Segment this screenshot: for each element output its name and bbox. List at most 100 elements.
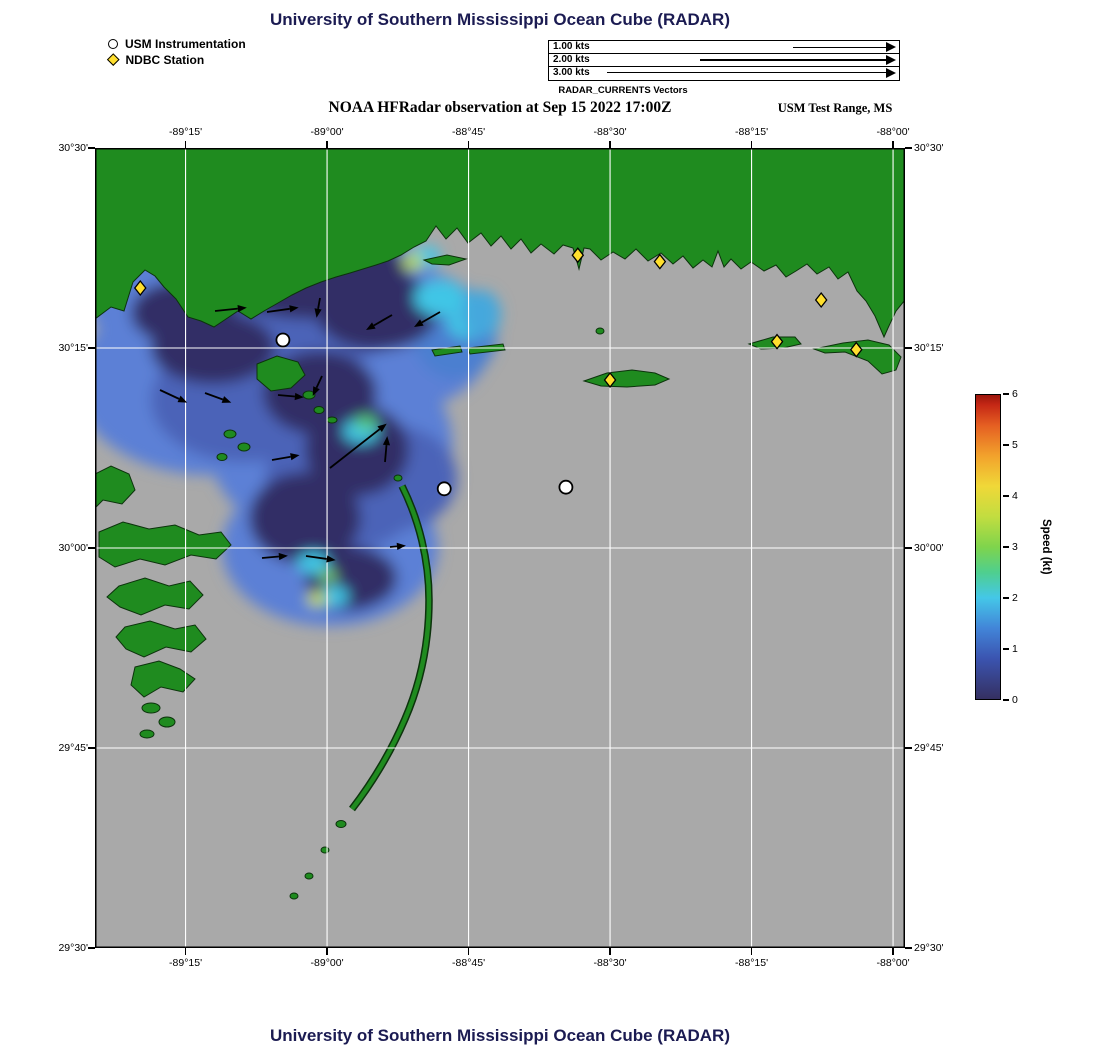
current-vector-shaft (271, 455, 291, 461)
colorbar (975, 394, 1001, 700)
colorbar-tick-label: 1 (1012, 642, 1018, 655)
colorbar-tick (1003, 546, 1009, 548)
ndbc-station-marker (770, 333, 784, 350)
current-vector-shaft (315, 375, 323, 389)
map-frame (95, 148, 905, 948)
lon-axis-label-bottom: -89°15' (169, 957, 203, 969)
vector-legend-label: 1.00 kts (553, 41, 590, 53)
current-vector-shaft (159, 389, 180, 400)
lon-axis-label-top: -89°15' (169, 126, 203, 138)
axis-tick-top (892, 141, 894, 148)
axis-tick-right (905, 147, 912, 149)
station-legend: USM Instrumentation NDBC Station (107, 36, 246, 68)
current-vector-head (237, 305, 247, 313)
current-vector-head (177, 395, 188, 403)
lon-axis-label-bottom: -88°30' (593, 957, 627, 969)
colorbar-tick-label: 2 (1012, 591, 1018, 604)
axis-tick-left (88, 947, 95, 949)
current-vector-shaft (277, 394, 296, 398)
lat-axis-label-right: 29°45' (914, 742, 944, 754)
current-vector-shaft (317, 297, 321, 309)
lon-axis-label-top: -88°15' (735, 126, 769, 138)
marsh-2 (98, 521, 232, 568)
vector-legend-arrow-shaft (607, 72, 886, 74)
vector-arrowhead-icon (886, 42, 896, 53)
axis-tick-bottom (326, 948, 328, 955)
lon-axis-label-top: -88°00' (876, 126, 910, 138)
current-vector-shaft (261, 555, 280, 559)
range-label: USM Test Range, MS (777, 101, 893, 115)
current-vector-shaft (329, 428, 381, 469)
vector-legend-row: 2.00 kts (549, 54, 899, 67)
lon-axis-label-bottom: -89°00' (310, 957, 344, 969)
lat-axis-label-left: 29°30' (58, 942, 88, 954)
lon-axis-label-bottom: -88°15' (735, 957, 769, 969)
legend-row-ndbc: NDBC Station (107, 52, 246, 67)
lat-axis-label-left: 30°15' (58, 342, 88, 354)
colorbar-tick-label: 3 (1012, 540, 1018, 553)
vector-scale-legend: 1.00 kts 2.00 kts 3.00 kts (548, 40, 900, 81)
cat-island (256, 355, 306, 392)
axis-tick-bottom (609, 948, 611, 955)
current-vector-shaft (384, 444, 388, 463)
usm-instrumentation-marker (558, 479, 574, 495)
page-title-bottom: University of Southern Mississippi Ocean… (269, 1026, 730, 1045)
axis-tick-bottom (750, 948, 753, 955)
colorbar-tick (1003, 444, 1009, 446)
vector-legend-row: 3.00 kts (549, 67, 899, 80)
lat-axis-label-right: 30°15' (914, 342, 944, 354)
ndbc-station-marker (133, 279, 147, 297)
marsh-5 (130, 660, 196, 698)
axis-tick-left (88, 747, 95, 749)
axis-tick-left (88, 547, 95, 549)
ndbc-station-marker (603, 371, 617, 389)
current-vector-head (221, 396, 232, 403)
usm-instrumentation-marker (436, 481, 452, 497)
axis-tick-right (905, 947, 912, 949)
round-island (595, 327, 605, 335)
axis-tick-left (88, 147, 95, 149)
axis-tick-bottom (184, 948, 187, 955)
axis-tick-top (467, 141, 470, 148)
axis-tick-right (905, 747, 912, 749)
axis-tick-right (905, 347, 912, 349)
lat-axis-label-right: 30°00' (914, 542, 944, 554)
axis-tick-top (326, 141, 328, 148)
page-title: University of Southern Mississippi Ocean… (269, 10, 730, 29)
ship-island-east (467, 343, 506, 355)
axis-tick-right (905, 547, 912, 549)
current-vector-shaft (421, 311, 441, 324)
axis-tick-left (88, 347, 95, 349)
axis-tick-bottom (467, 948, 470, 955)
colorbar-tick (1003, 495, 1009, 497)
current-vector-head (289, 305, 299, 313)
colorbar-tick (1003, 597, 1009, 599)
current-vector-shaft (373, 314, 393, 327)
usm-instrumentation-marker (275, 332, 291, 348)
lat-axis-label-right: 30°30' (914, 142, 944, 154)
axis-tick-top (609, 141, 611, 148)
station-markers-layer (133, 247, 863, 497)
vector-legend-caption: RADAR_CURRENTS Vectors (558, 85, 688, 96)
ndbc-station-marker (653, 253, 667, 270)
usm-circle-icon (108, 38, 118, 49)
colorbar-tick (1003, 393, 1009, 395)
map-border (95, 148, 905, 948)
vector-arrowhead-icon (886, 54, 896, 65)
colorbar-tick (1003, 699, 1009, 701)
current-vector-head (377, 423, 387, 433)
current-vectors-layer (159, 297, 441, 563)
current-vector-head (312, 386, 320, 396)
ndbc-diamond-icon (107, 53, 120, 66)
colorbar-tick (1003, 648, 1009, 650)
current-vector-shaft (266, 307, 290, 313)
legend-row-usm: USM Instrumentation (108, 36, 246, 51)
current-vector-head (314, 308, 322, 318)
lon-axis-label-top: -88°30' (593, 126, 627, 138)
lon-axis-label-bottom: -88°00' (876, 957, 910, 969)
land-polygons (95, 148, 905, 900)
current-vector-head (290, 453, 300, 461)
lat-axis-label-left: 30°30' (58, 142, 88, 154)
graticule-lines (95, 148, 905, 948)
legend-label-usm: USM Instrumentation (125, 36, 246, 51)
